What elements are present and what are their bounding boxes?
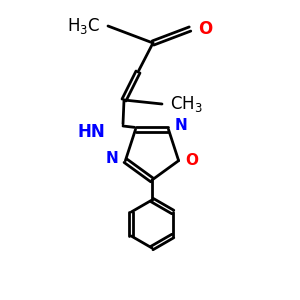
Text: N: N [106,151,118,166]
Text: O: O [198,20,212,38]
Text: N: N [175,118,187,133]
Text: O: O [186,153,199,168]
Text: CH$_3$: CH$_3$ [170,94,203,114]
Text: HN: HN [77,123,105,141]
Text: H$_3$C: H$_3$C [67,16,100,36]
